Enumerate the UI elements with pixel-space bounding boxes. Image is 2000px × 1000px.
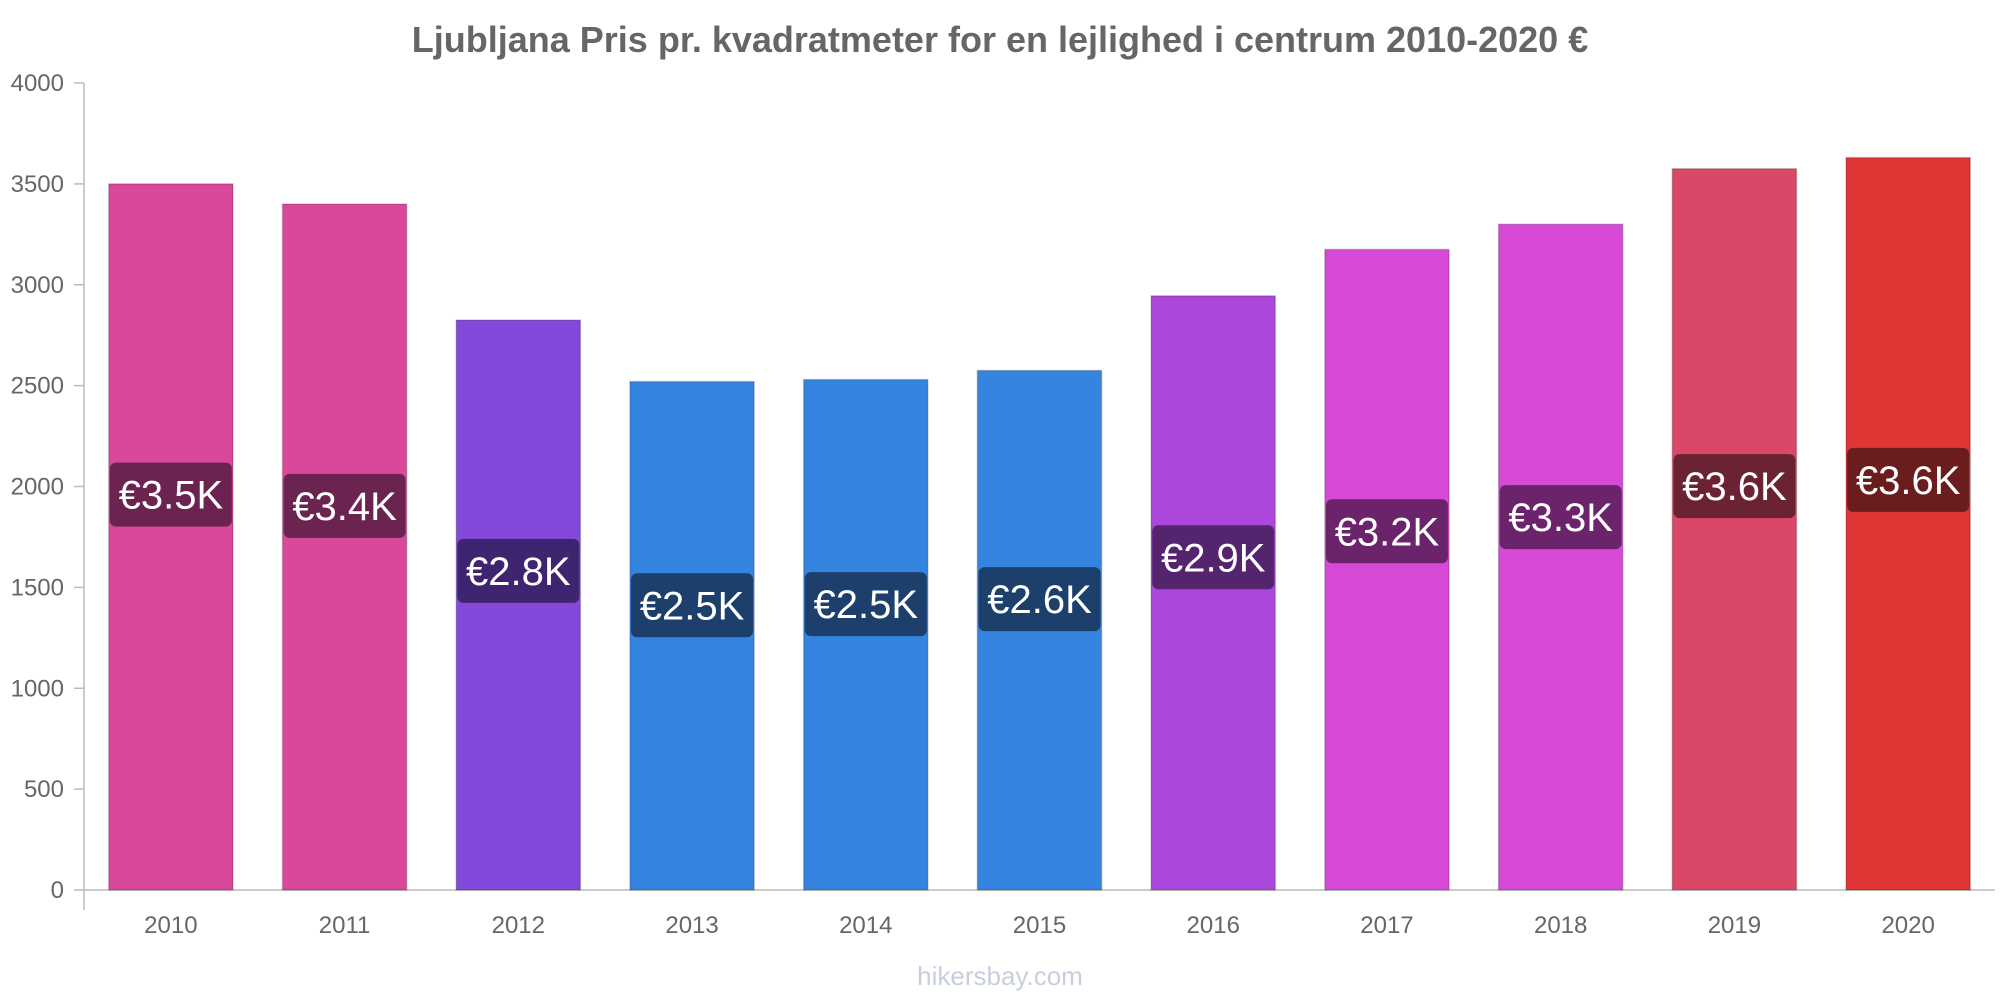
bar-2018 (1497, 223, 1624, 891)
x-axis: 2010 2011 2012 2013 2014 2015 2016 2017 2018 2019… (84, 889, 1995, 939)
x-tick-label: 2015 (1013, 912, 1066, 939)
data-label-bg (109, 462, 232, 527)
watermark: hikersbay.com (917, 961, 1083, 991)
bar-2017 (1324, 248, 1450, 891)
y-axis: 0 500 1000 1500 2000 2500 3000 3500 4000 (11, 70, 85, 910)
x-tick-label: 2017 (1360, 912, 1413, 939)
y-tick-label: 2000 (11, 474, 64, 501)
data-label-bg (804, 572, 927, 637)
x-tick-label: 2016 (1187, 912, 1240, 939)
data-label-bg (1152, 525, 1275, 590)
x-tick-label: 2020 (1881, 912, 1934, 939)
data-label: €2.9K (1161, 536, 1266, 580)
data-labels-group: €3.5K €3.4K €2.8K €2.5K €2.5K €2.6K €2.9K €3.2K… (109, 447, 1970, 638)
bar-2020 (1845, 156, 1971, 891)
data-label: €3.6K (1682, 465, 1787, 509)
data-label-bg (631, 573, 754, 638)
data-label-bg (1673, 454, 1796, 519)
data-label: €3.5K (119, 474, 224, 518)
data-label-bg (457, 538, 580, 603)
data-label: €3.3K (1508, 496, 1613, 540)
y-tick-label: 3000 (11, 272, 64, 299)
x-tick-label: 2013 (665, 912, 718, 939)
y-tick-label: 3500 (11, 171, 64, 198)
data-label: €3.4K (292, 485, 397, 529)
x-tick-label: 2019 (1708, 912, 1761, 939)
x-tick-label: 2014 (839, 912, 892, 939)
data-label-bg (978, 567, 1101, 632)
y-tick-label: 0 (51, 877, 64, 904)
y-tick-label: 2500 (11, 373, 64, 400)
y-tick-label: 500 (24, 776, 64, 803)
x-tick-label: 2018 (1534, 912, 1587, 939)
chart-title: Ljubljana Pris pr. kvadratmeter for en l… (412, 19, 1588, 60)
data-label: €3.6K (1856, 459, 1961, 503)
bar-2011 (281, 203, 408, 891)
x-tick-label: 2012 (492, 912, 545, 939)
x-tick-label: 2010 (144, 912, 197, 939)
data-label-bg (1847, 447, 1970, 512)
data-label: €2.6K (987, 578, 1092, 622)
data-label: €3.2K (1335, 510, 1440, 554)
bar-2019 (1671, 167, 1798, 891)
data-label-bg (1499, 485, 1622, 550)
data-label-bg (283, 473, 406, 538)
data-label: €2.5K (814, 583, 919, 627)
x-tick-label: 2011 (319, 912, 371, 939)
y-tick-label: 1000 (11, 675, 64, 702)
bar-2016 (1150, 295, 1277, 891)
data-label: €2.8K (466, 550, 571, 594)
bar-2012 (455, 319, 582, 891)
y-tick-label: 1500 (11, 574, 64, 601)
data-label-bg (1325, 499, 1448, 564)
bar-2010 (108, 183, 234, 891)
data-label: €2.5K (640, 584, 745, 628)
y-tick-label: 4000 (11, 70, 64, 97)
